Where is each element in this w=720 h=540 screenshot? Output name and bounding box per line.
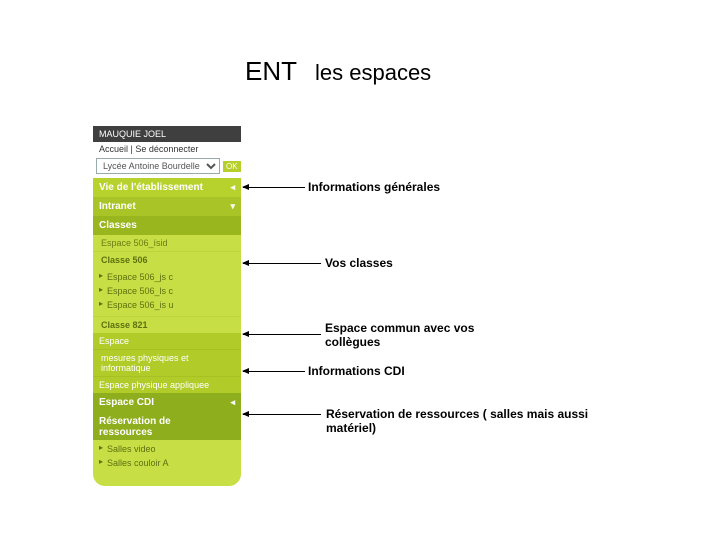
res-item[interactable]: Salles video (93, 442, 241, 456)
sidebar-footer (93, 474, 241, 486)
chevron-down-icon: ▾ (230, 201, 235, 212)
nav-reservation-label-1: Réservation de (99, 416, 235, 427)
nav-mesures-physiques[interactable]: mesures physiques et informatique (93, 349, 241, 376)
accueil-logout[interactable]: Accueil | Se déconnecter (93, 142, 241, 156)
arrow-icon (243, 414, 321, 415)
nav-intranet[interactable]: Intranet ▾ (93, 197, 241, 216)
ent-sidebar: MAUQUIE JOEL Accueil | Se déconnecter Ly… (93, 126, 241, 486)
page-title: ENT les espaces (245, 56, 431, 87)
nav-espace-physique-app[interactable]: Espace physique appliquee (93, 376, 241, 393)
annotation-info-generale: Informations générales (308, 180, 440, 194)
chevron-left-icon: ◂ (230, 397, 235, 408)
nav-vie-label: Vie de l'établissement (99, 182, 203, 193)
class-item[interactable]: Espace 506_is u (93, 298, 241, 312)
title-espaces: les espaces (315, 60, 431, 86)
nav-espace-cdi[interactable]: Espace CDI ◂ (93, 393, 241, 412)
nav-reservation[interactable]: Réservation de ressources (93, 412, 241, 440)
user-label: MAUQUIE JOEL (93, 126, 241, 142)
class-506-items: Espace 506_js c Espace 506_ls c Espace 5… (93, 268, 241, 316)
arrow-icon (243, 371, 305, 372)
annotation-espace-commun: Espace commun avec vos collègues (325, 321, 505, 349)
arrow-icon (243, 334, 321, 335)
school-selector-row: Lycée Antoine Bourdelle OK (93, 156, 241, 178)
class-space-506isid[interactable]: Espace 506_ísid (93, 235, 241, 251)
classes-block: Espace 506_ísid Classe 506 Espace 506_js… (93, 235, 241, 333)
reservation-items: Salles video Salles couloir A (93, 440, 241, 474)
arrow-icon (243, 263, 321, 264)
nav-vie-etablissement[interactable]: Vie de l'établissement ◂ (93, 178, 241, 197)
res-item[interactable]: Salles couloir A (93, 456, 241, 470)
arrow-icon (243, 187, 305, 188)
annotation-vos-classes: Vos classes (325, 256, 393, 270)
nav-classes-label: Classes (99, 220, 137, 231)
annotation-reservation: Réservation de ressources ( salles mais … (326, 407, 626, 435)
ok-button[interactable]: OK (223, 161, 241, 172)
nav-intranet-label: Intranet (99, 201, 136, 212)
chevron-left-icon: ◂ (230, 182, 235, 193)
nav-espace[interactable]: Espace (93, 333, 241, 349)
class-item[interactable]: Espace 506_js c (93, 270, 241, 284)
nav-reservation-label-2: ressources (99, 427, 235, 438)
class-item[interactable]: Espace 506_ls c (93, 284, 241, 298)
class-506[interactable]: Classe 506 (93, 251, 241, 268)
class-821[interactable]: Classe 821 (93, 316, 241, 333)
nav-espace-label: Espace (99, 336, 129, 346)
nav-cdi-label: Espace CDI (99, 397, 154, 408)
school-select[interactable]: Lycée Antoine Bourdelle (96, 158, 220, 174)
nav-classes[interactable]: Classes (93, 216, 241, 235)
title-ent: ENT (245, 56, 297, 87)
annotation-cdi: Informations CDI (308, 364, 405, 378)
